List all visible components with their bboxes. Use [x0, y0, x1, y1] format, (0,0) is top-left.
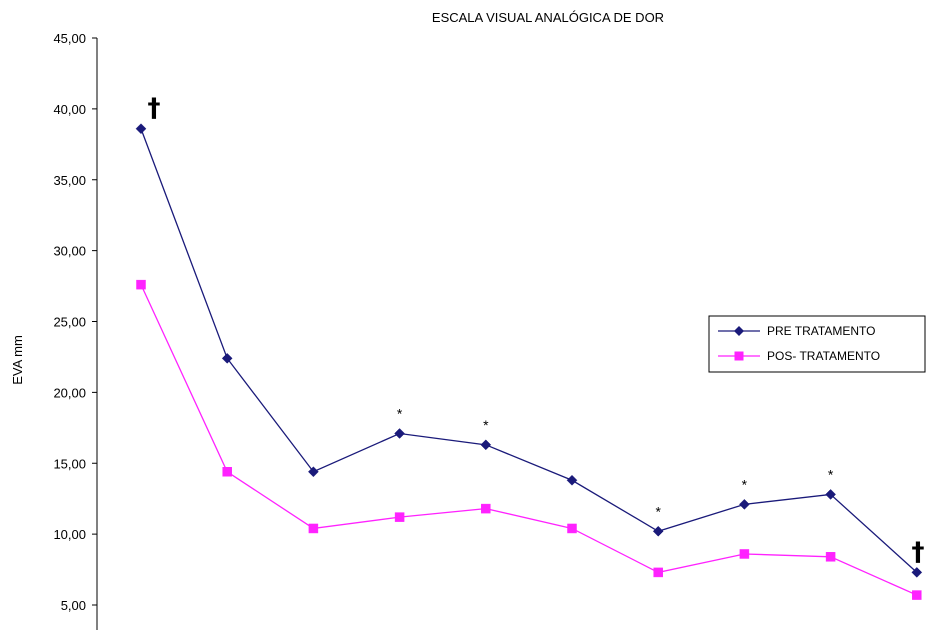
significance-star: *: [742, 476, 748, 492]
legend-entry: PRE TRATAMENTO: [718, 324, 875, 338]
significance-star: *: [483, 417, 489, 433]
y-tick-label: 40,00: [53, 102, 86, 117]
legend-label: POS- TRATAMENTO: [767, 349, 880, 363]
y-tick-label: 15,00: [53, 456, 86, 471]
data-point: [825, 552, 836, 562]
legend-box: [708, 315, 926, 373]
y-tick-label: 35,00: [53, 173, 86, 188]
y-tick-label: 10,00: [53, 527, 86, 542]
y-tick-label: 25,00: [53, 315, 86, 330]
series-layer: [135, 123, 923, 600]
dagger-annotation: †: [912, 537, 925, 567]
legend-label: PRE TRATAMENTO: [767, 324, 875, 338]
data-point: [652, 525, 664, 537]
significance-star: *: [655, 503, 661, 519]
y-tick-label: 45,00: [53, 31, 86, 46]
legend: PRE TRATAMENTO POS- TRATAMENTO: [708, 315, 926, 373]
data-point: [739, 499, 750, 510]
significance-star: *: [828, 466, 834, 482]
series-pre-tratamento: [135, 123, 923, 578]
series-pos-tratamento: [136, 279, 922, 600]
data-point: [308, 523, 319, 534]
y-axis-ticks: 45,00 40,00 35,00 30,00 25,00 20,00 15,00 10,00…: [53, 31, 97, 613]
data-point: [222, 467, 232, 477]
data-point: [566, 474, 578, 486]
legend-marker: [734, 326, 744, 336]
data-point: [221, 353, 233, 364]
data-point: [308, 466, 319, 478]
series-line: [140, 128, 918, 573]
dagger-annotation: †: [148, 94, 161, 124]
data-point: [567, 523, 577, 534]
y-axis-title: EVA mm: [10, 335, 25, 385]
data-point: [653, 567, 663, 578]
chart-title: ESCALA VISUAL ANALÓGICA DE DOR: [432, 10, 664, 25]
data-point: [135, 123, 147, 135]
data-point: [912, 590, 922, 600]
annotation-layer: † * * * * * †: [148, 94, 925, 568]
series-line: [140, 284, 918, 596]
data-point: [481, 503, 491, 514]
y-tick-label: 5,00: [61, 598, 86, 613]
legend-entry: POS- TRATAMENTO: [718, 349, 880, 363]
y-tick-label: 20,00: [53, 385, 86, 400]
data-point: [739, 549, 750, 559]
data-point: [911, 567, 923, 578]
y-tick-label: 30,00: [53, 244, 86, 259]
data-point: [394, 512, 405, 522]
significance-star: *: [397, 405, 403, 421]
legend-marker: [734, 351, 744, 361]
data-point: [825, 489, 836, 500]
data-point: [136, 279, 146, 290]
data-point: [480, 439, 492, 451]
data-point: [394, 428, 405, 439]
